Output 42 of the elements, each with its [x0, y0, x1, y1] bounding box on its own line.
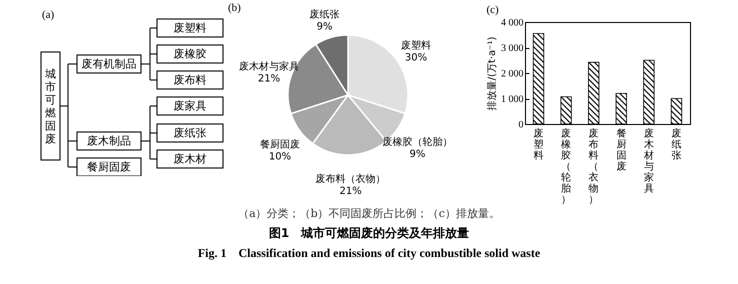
text: (a) — [42, 9, 55, 21]
x-tick-label: 餐厨固废 — [616, 128, 626, 172]
bar — [560, 96, 572, 124]
chart-title: (b) — [228, 2, 242, 14]
x-tick-label: 废塑料 — [534, 128, 544, 162]
bar — [532, 33, 544, 124]
text: （a）分类；（b）不同固废所占比例；（c）排放量。 — [237, 206, 501, 221]
data-label: 10% — [268, 151, 292, 162]
slice-label: 废塑料 — [400, 40, 431, 52]
text: 城市可燃固废 — [44, 68, 56, 146]
text: 废家具 — [174, 100, 206, 112]
caption: 图1 城市可燃固废的分类及年排放量 — [268, 225, 470, 242]
slice-label: 废布料（衣物） — [316, 172, 386, 185]
text: 废橡胶 — [174, 48, 206, 60]
chart-title: (c) — [486, 4, 500, 16]
data-label: 21% — [258, 74, 280, 85]
x-tick-label: 废布料（衣物） — [588, 128, 599, 206]
bar — [643, 60, 655, 124]
data-label: 30% — [404, 52, 428, 64]
y-tick-label: 3 000 — [501, 43, 524, 54]
text: 废木材 — [174, 152, 206, 166]
y-tick-label: 4 000 — [501, 18, 524, 28]
y-axis-title: 排放量/(万t·a⁻¹) — [486, 36, 498, 110]
text: 废塑料 — [174, 22, 206, 34]
x-tick-label: 废橡胶（轮胎） — [561, 128, 572, 206]
caption: Fig. 1 Classification and emissions of city combustible solid waste — [196, 245, 542, 262]
y-tick-label: 1 000 — [501, 94, 524, 105]
text: 废有机制品 — [82, 58, 136, 70]
slice-label: 废木材与家具 — [238, 60, 299, 73]
y-tick-label: 0 — [518, 120, 524, 130]
data-label: 9% — [316, 21, 332, 32]
data-label: 9% — [410, 149, 426, 160]
bar — [616, 93, 627, 124]
bar — [670, 98, 682, 124]
text: 废布料 — [174, 74, 206, 86]
bar — [588, 62, 600, 124]
x-tick-label: 废木材与家具 — [642, 128, 654, 194]
x-tick-label: 废纸张 — [671, 128, 682, 162]
data-label: 21% — [340, 186, 362, 197]
text: 废木制品 — [87, 134, 131, 148]
slice-label: 废纸张 — [310, 8, 340, 20]
y-tick-label: 2 000 — [501, 68, 524, 80]
